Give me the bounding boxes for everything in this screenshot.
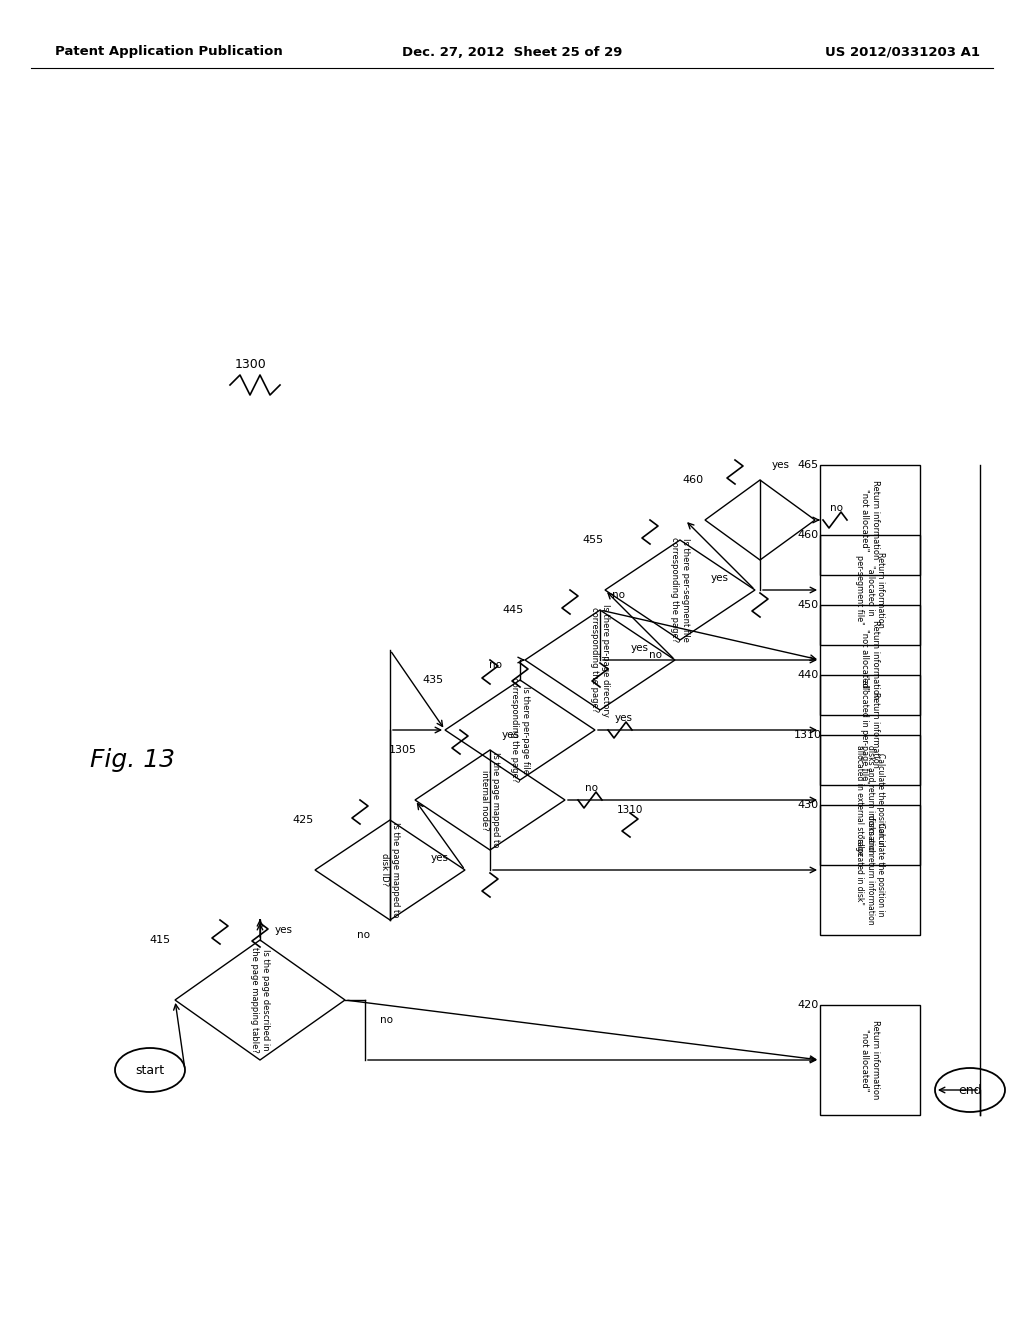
Text: yes: yes bbox=[631, 643, 649, 653]
Text: Is there per-page directory
corresponding the page?: Is there per-page directory correspondin… bbox=[590, 603, 609, 717]
Text: no: no bbox=[380, 1015, 393, 1026]
Bar bbox=[820, 1005, 920, 1115]
Text: no: no bbox=[830, 503, 843, 513]
Bar bbox=[820, 465, 920, 576]
Text: Is the page mapped to
disk ID?: Is the page mapped to disk ID? bbox=[380, 822, 399, 917]
Text: 440: 440 bbox=[798, 671, 818, 680]
Text: yes: yes bbox=[711, 573, 729, 583]
Text: 460: 460 bbox=[682, 475, 703, 484]
Text: 425: 425 bbox=[293, 814, 313, 825]
Text: no: no bbox=[649, 649, 662, 660]
Bar bbox=[820, 735, 920, 865]
Text: yes: yes bbox=[502, 730, 520, 741]
Text: Return information
"allocated in per-page file": Return information "allocated in per-pag… bbox=[860, 676, 880, 784]
Text: Is the page mapped to
internal node?: Is the page mapped to internal node? bbox=[480, 752, 500, 847]
Bar bbox=[820, 605, 920, 715]
Text: no: no bbox=[612, 590, 625, 601]
Bar bbox=[820, 535, 920, 645]
Text: no: no bbox=[585, 783, 598, 793]
Text: Return information
"not allocated": Return information "not allocated" bbox=[860, 480, 880, 560]
Text: 465: 465 bbox=[798, 459, 818, 470]
Text: no: no bbox=[489, 660, 502, 671]
Text: 415: 415 bbox=[150, 935, 171, 945]
Text: yes: yes bbox=[772, 459, 790, 470]
Text: 455: 455 bbox=[583, 535, 603, 545]
Text: end: end bbox=[958, 1084, 982, 1097]
Bar bbox=[820, 805, 920, 935]
Text: yes: yes bbox=[431, 853, 449, 863]
Text: Calculate the position in
disks and return information
"allocated in disk": Calculate the position in disks and retu… bbox=[855, 816, 885, 925]
Text: yes: yes bbox=[615, 713, 633, 723]
Text: 430: 430 bbox=[798, 800, 818, 810]
Text: Is the page described in
the page mapping table?: Is the page described in the page mappin… bbox=[250, 946, 269, 1053]
Text: Patent Application Publication: Patent Application Publication bbox=[55, 45, 283, 58]
Text: Fig. 13: Fig. 13 bbox=[90, 748, 175, 772]
Bar bbox=[820, 675, 920, 785]
Text: Is there per-segment file
corresponding the page?: Is there per-segment file corresponding … bbox=[671, 537, 690, 643]
Text: Is there per-page file
corresponding the page?: Is there per-page file corresponding the… bbox=[510, 677, 529, 783]
Text: 1310: 1310 bbox=[616, 805, 643, 814]
Text: Dec. 27, 2012  Sheet 25 of 29: Dec. 27, 2012 Sheet 25 of 29 bbox=[401, 45, 623, 58]
Text: US 2012/0331203 A1: US 2012/0331203 A1 bbox=[825, 45, 980, 58]
Text: 460: 460 bbox=[798, 531, 818, 540]
Text: 445: 445 bbox=[503, 605, 523, 615]
Text: 1310: 1310 bbox=[794, 730, 822, 741]
Text: 450: 450 bbox=[798, 601, 818, 610]
Text: Calculate the position in
disks and return information
allocated in external sto: Calculate the position in disks and retu… bbox=[855, 744, 885, 855]
Text: Return information
"not allocated": Return information "not allocated" bbox=[860, 1020, 880, 1100]
Text: no: no bbox=[357, 931, 370, 940]
Text: 435: 435 bbox=[423, 675, 443, 685]
Text: Return information
"not allocated": Return information "not allocated" bbox=[860, 620, 880, 700]
Text: 1300: 1300 bbox=[234, 359, 266, 371]
Text: Return information
"allocated in
per-segment file": Return information "allocated in per-seg… bbox=[855, 552, 885, 628]
Text: 420: 420 bbox=[798, 1001, 818, 1010]
Text: start: start bbox=[135, 1064, 165, 1077]
Text: 1305: 1305 bbox=[389, 744, 417, 755]
Text: yes: yes bbox=[275, 925, 293, 935]
